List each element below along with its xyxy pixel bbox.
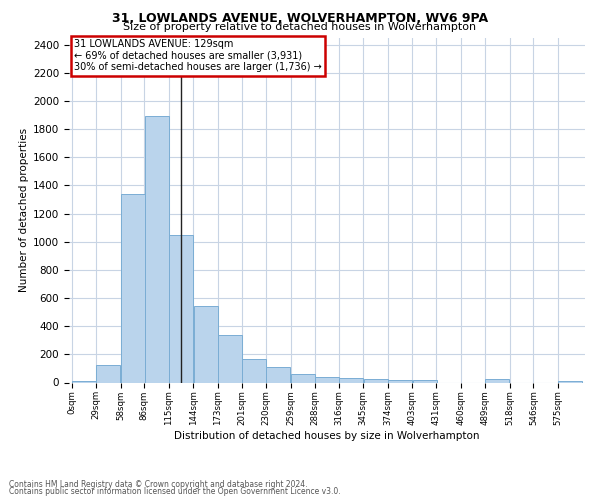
Bar [291, 374, 315, 382]
Text: Contains HM Land Registry data © Crown copyright and database right 2024.: Contains HM Land Registry data © Crown c… [9, 480, 308, 489]
Y-axis label: Number of detached properties: Number of detached properties [19, 128, 29, 292]
Bar [121, 194, 145, 382]
Bar [242, 360, 266, 382]
Text: 31 LOWLANDS AVENUE: 129sqm
← 69% of detached houses are smaller (3,931)
30% of s: 31 LOWLANDS AVENUE: 129sqm ← 69% of deta… [74, 39, 322, 72]
Bar [316, 377, 340, 382]
Bar [413, 380, 437, 382]
Text: Size of property relative to detached houses in Wolverhampton: Size of property relative to detached ho… [124, 22, 476, 32]
Bar [97, 365, 121, 382]
Text: Contains public sector information licensed under the Open Government Licence v3: Contains public sector information licen… [9, 487, 341, 496]
Bar [145, 116, 169, 382]
Bar [485, 379, 509, 382]
Bar [194, 306, 218, 382]
X-axis label: Distribution of detached houses by size in Wolverhampton: Distribution of detached houses by size … [174, 430, 480, 440]
Bar [218, 335, 242, 382]
Bar [364, 378, 388, 382]
Text: 31, LOWLANDS AVENUE, WOLVERHAMPTON, WV6 9PA: 31, LOWLANDS AVENUE, WOLVERHAMPTON, WV6 … [112, 12, 488, 26]
Bar [558, 381, 582, 382]
Bar [388, 380, 412, 382]
Bar [339, 378, 363, 382]
Bar [169, 236, 193, 382]
Bar [72, 381, 96, 382]
Bar [266, 367, 290, 382]
